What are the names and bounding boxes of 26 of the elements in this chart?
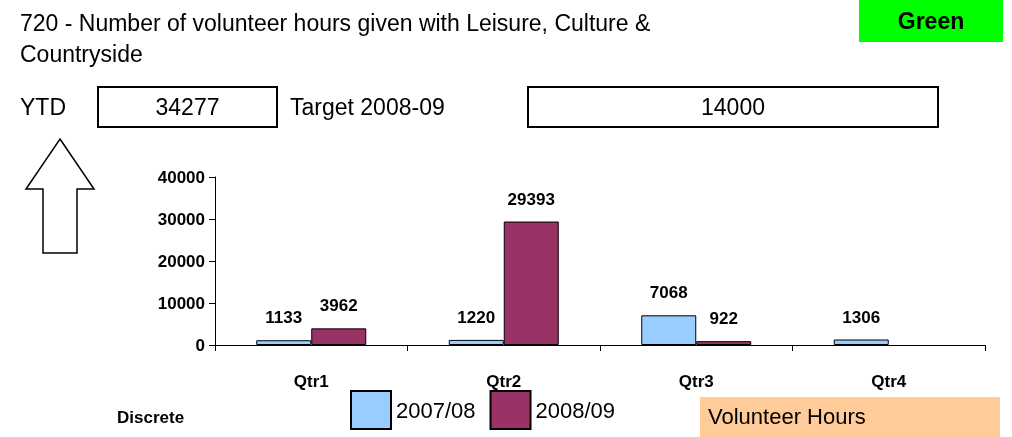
- x-tick-label: Qtr4: [871, 372, 907, 391]
- data-label: 29393: [507, 189, 555, 209]
- x-tick-label: Qtr3: [678, 372, 714, 391]
- y-tick-label: 10000: [157, 293, 205, 313]
- text: Discrete: [117, 408, 185, 428]
- text: Target 2008-09: [290, 93, 445, 122]
- text: YTD: [20, 93, 66, 122]
- x-tick-label: Qtr1: [293, 372, 329, 391]
- data-label: 1133: [265, 308, 303, 328]
- y-tick-label: 20000: [157, 251, 205, 271]
- chart-title: 720 - Number of volunteer hours given with Leisure, Culture & Countryside: [20, 9, 652, 69]
- data-label: 7068: [649, 283, 688, 303]
- y-tick-label: 40000: [157, 167, 205, 187]
- text: Volunteer Hours: [700, 397, 1000, 437]
- y-tick-label: 0: [195, 335, 205, 355]
- text: 14000: [527, 86, 939, 128]
- data-label: 3962: [319, 296, 358, 316]
- legend-label: 2008/09: [535, 397, 616, 423]
- text: 34277: [97, 86, 278, 128]
- data-label: 1220: [457, 307, 496, 327]
- data-label: 922: [709, 309, 738, 329]
- y-tick-label: 30000: [157, 209, 205, 229]
- text: Green: [859, 0, 1003, 42]
- legend-label: 2007/08: [396, 397, 476, 423]
- x-tick-label: Qtr2: [486, 372, 522, 391]
- data-label: 1306: [842, 307, 881, 327]
